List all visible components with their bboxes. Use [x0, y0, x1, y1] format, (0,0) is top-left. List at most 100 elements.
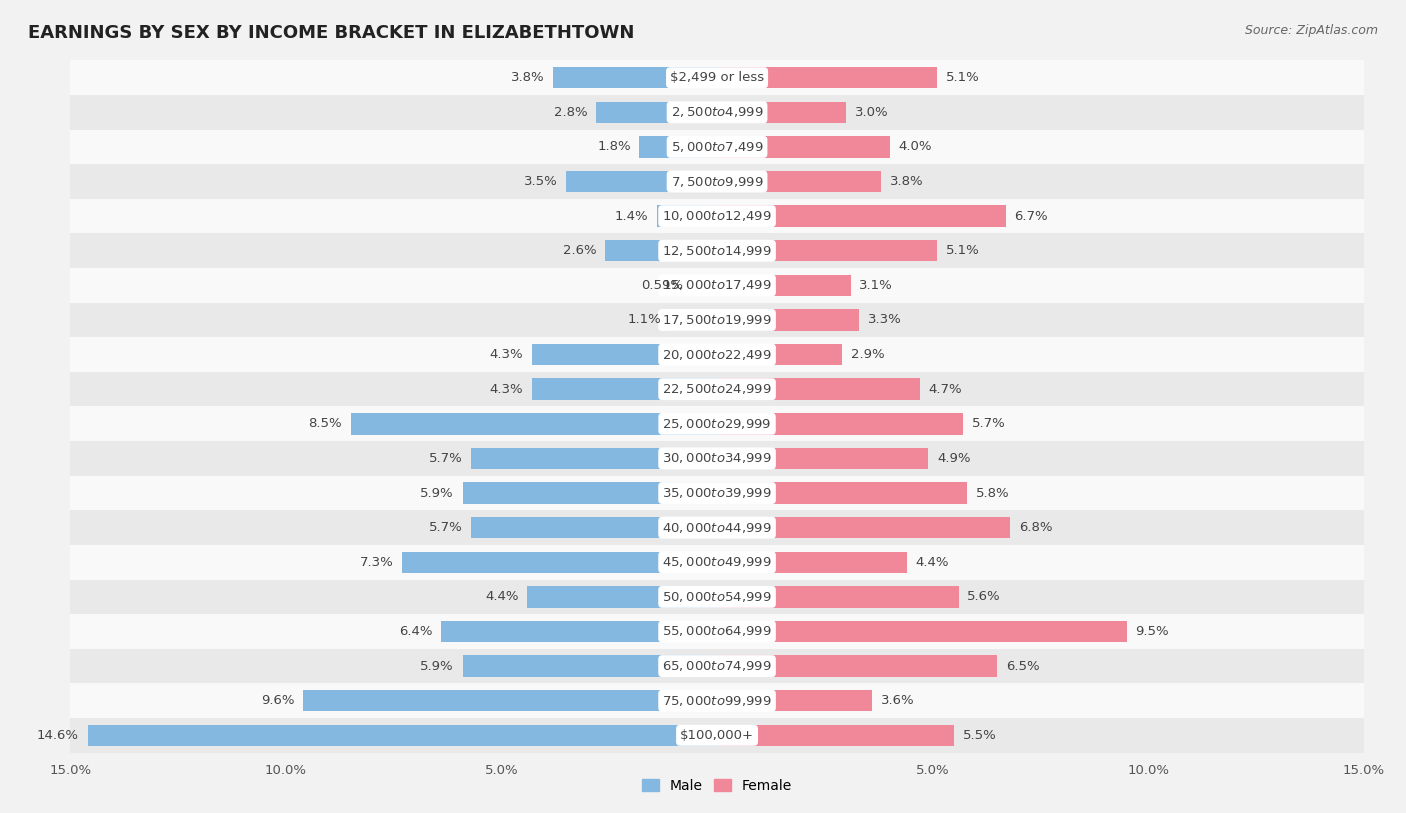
Text: 5.1%: 5.1%	[946, 244, 980, 257]
Bar	[402, 551, 717, 573]
Bar	[640, 136, 717, 158]
Text: 2.9%: 2.9%	[851, 348, 884, 361]
Text: $65,000 to $74,999: $65,000 to $74,999	[662, 659, 772, 673]
Text: 4.4%: 4.4%	[915, 556, 949, 569]
Text: 3.6%: 3.6%	[882, 694, 914, 707]
Legend: Male, Female: Male, Female	[637, 773, 797, 798]
Text: 5.7%: 5.7%	[429, 521, 463, 534]
Text: 3.3%: 3.3%	[868, 314, 901, 327]
Bar	[70, 164, 1364, 199]
Bar	[531, 379, 717, 400]
Bar	[717, 275, 851, 296]
Bar	[717, 171, 882, 192]
Bar	[717, 344, 842, 365]
Text: $10,000 to $12,499: $10,000 to $12,499	[662, 209, 772, 223]
Text: 1.8%: 1.8%	[598, 141, 631, 154]
Bar	[717, 448, 928, 469]
Bar	[692, 275, 717, 296]
Bar	[70, 337, 1364, 372]
Text: 9.6%: 9.6%	[262, 694, 294, 707]
Text: $35,000 to $39,999: $35,000 to $39,999	[662, 486, 772, 500]
Text: 6.7%: 6.7%	[1015, 210, 1049, 223]
Text: 1.1%: 1.1%	[627, 314, 661, 327]
Text: $7,500 to $9,999: $7,500 to $9,999	[671, 175, 763, 189]
Text: 8.5%: 8.5%	[308, 417, 342, 430]
Text: $50,000 to $54,999: $50,000 to $54,999	[662, 590, 772, 604]
Bar	[717, 690, 872, 711]
Bar	[717, 309, 859, 331]
Bar	[70, 233, 1364, 268]
Bar	[70, 718, 1364, 753]
Bar	[717, 586, 959, 607]
Text: 2.8%: 2.8%	[554, 106, 588, 119]
Bar	[717, 379, 920, 400]
Text: $17,500 to $19,999: $17,500 to $19,999	[662, 313, 772, 327]
Bar	[70, 268, 1364, 302]
Text: 5.8%: 5.8%	[976, 486, 1010, 499]
Bar	[717, 517, 1011, 538]
Text: $20,000 to $22,499: $20,000 to $22,499	[662, 348, 772, 362]
Bar	[471, 448, 717, 469]
Bar	[531, 344, 717, 365]
Text: EARNINGS BY SEX BY INCOME BRACKET IN ELIZABETHTOWN: EARNINGS BY SEX BY INCOME BRACKET IN ELI…	[28, 24, 634, 42]
Text: 6.4%: 6.4%	[399, 625, 433, 638]
Bar	[596, 102, 717, 123]
Text: 6.8%: 6.8%	[1019, 521, 1052, 534]
Text: 7.3%: 7.3%	[360, 556, 394, 569]
Text: $40,000 to $44,999: $40,000 to $44,999	[662, 520, 772, 535]
Bar	[717, 655, 997, 677]
Text: 4.9%: 4.9%	[936, 452, 970, 465]
Bar	[441, 621, 717, 642]
Text: 5.7%: 5.7%	[429, 452, 463, 465]
Bar	[717, 102, 846, 123]
Bar	[717, 724, 955, 746]
Bar	[70, 95, 1364, 129]
Bar	[471, 517, 717, 538]
Bar	[70, 441, 1364, 476]
Bar	[669, 309, 717, 331]
Text: 5.6%: 5.6%	[967, 590, 1001, 603]
Bar	[304, 690, 717, 711]
Bar	[87, 724, 717, 746]
Text: $25,000 to $29,999: $25,000 to $29,999	[662, 417, 772, 431]
Text: $100,000+: $100,000+	[681, 728, 754, 741]
Bar	[657, 206, 717, 227]
Text: Source: ZipAtlas.com: Source: ZipAtlas.com	[1244, 24, 1378, 37]
Text: $45,000 to $49,999: $45,000 to $49,999	[662, 555, 772, 569]
Bar	[717, 240, 936, 262]
Text: $55,000 to $64,999: $55,000 to $64,999	[662, 624, 772, 638]
Bar	[70, 511, 1364, 545]
Text: $5,000 to $7,499: $5,000 to $7,499	[671, 140, 763, 154]
Text: $12,500 to $14,999: $12,500 to $14,999	[662, 244, 772, 258]
Bar	[717, 413, 963, 434]
Text: 6.5%: 6.5%	[1005, 659, 1039, 672]
Bar	[717, 482, 967, 504]
Bar	[717, 551, 907, 573]
Text: 0.59%: 0.59%	[641, 279, 683, 292]
Bar	[717, 621, 1126, 642]
Text: 3.0%: 3.0%	[855, 106, 889, 119]
Bar	[463, 655, 717, 677]
Text: 3.1%: 3.1%	[859, 279, 893, 292]
Bar	[70, 406, 1364, 441]
Text: $75,000 to $99,999: $75,000 to $99,999	[662, 693, 772, 707]
Text: 4.0%: 4.0%	[898, 141, 932, 154]
Text: 4.7%: 4.7%	[928, 383, 962, 396]
Bar	[605, 240, 717, 262]
Bar	[350, 413, 717, 434]
Bar	[553, 67, 717, 89]
Bar	[70, 302, 1364, 337]
Text: 3.5%: 3.5%	[524, 175, 558, 188]
Bar	[70, 649, 1364, 684]
Text: 5.9%: 5.9%	[420, 486, 454, 499]
Text: 5.1%: 5.1%	[946, 72, 980, 85]
Text: 5.7%: 5.7%	[972, 417, 1005, 430]
Bar	[527, 586, 717, 607]
Text: $30,000 to $34,999: $30,000 to $34,999	[662, 451, 772, 465]
Text: $15,000 to $17,499: $15,000 to $17,499	[662, 278, 772, 293]
Text: 5.9%: 5.9%	[420, 659, 454, 672]
Bar	[717, 136, 890, 158]
Bar	[70, 580, 1364, 614]
Text: $22,500 to $24,999: $22,500 to $24,999	[662, 382, 772, 396]
Bar	[70, 614, 1364, 649]
